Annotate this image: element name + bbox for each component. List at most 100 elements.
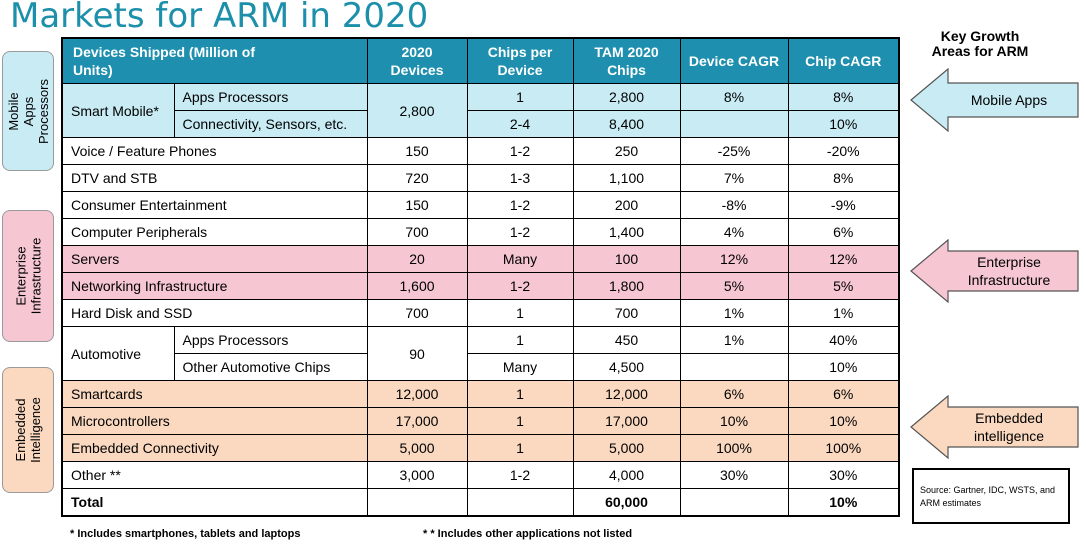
cell-device-cagr: 100% <box>679 434 789 462</box>
row-label: Computer Peripherals <box>61 218 368 246</box>
cell-devices: 2,800 <box>366 83 468 138</box>
table-row: Consumer Entertainment 150 1-2 200 -8% -… <box>61 191 900 219</box>
cell-chips <box>466 488 574 517</box>
cell-chip-cagr: 8% <box>787 83 900 111</box>
left-arrow-icon <box>910 239 1079 303</box>
cell-chip-cagr: 30% <box>787 461 900 489</box>
side-tab-embedded-label: Embedded Intelligence <box>13 397 44 463</box>
markets-table: Devices Shipped (Million of Units) 2020 … <box>61 37 901 517</box>
arrow-mobile-label: Mobile Apps <box>970 92 1048 108</box>
cell-device-cagr: 5% <box>679 272 789 300</box>
row-label: Consumer Entertainment <box>61 191 368 219</box>
header-chip-cagr: Chip CAGR <box>787 37 900 84</box>
cell-tam: 450 <box>572 326 681 354</box>
cell-chip-cagr: 40% <box>787 326 900 354</box>
header-chips-per-device: Chips per Device <box>466 37 574 84</box>
cell-chips: Many <box>466 245 574 273</box>
cell-devices: 150 <box>366 191 468 219</box>
cell-chips: 1 <box>466 434 574 462</box>
cell-chips: 1-2 <box>466 461 574 489</box>
table-row: Other ** 3,000 1-2 4,000 30% 30% <box>61 461 900 489</box>
cell-chips: 1-3 <box>466 164 574 192</box>
cell-device-cagr: 10% <box>679 407 789 435</box>
row-label: Embedded Connectivity <box>61 434 368 462</box>
cell-devices: 720 <box>366 164 468 192</box>
cell-device-cagr: 4% <box>679 218 789 246</box>
cell-device-cagr <box>679 488 789 517</box>
side-tab-mobile: Mobile Apps Processors <box>2 51 54 171</box>
arrow-enterprise: Enterprise Infrastructure <box>910 239 1080 303</box>
row-sublabel: Other Automotive Chips <box>173 353 368 381</box>
header-2020-devices: 2020 Devices <box>366 37 468 84</box>
cell-chips: Many <box>466 353 574 381</box>
cell-chips: 1-2 <box>466 191 574 219</box>
row-label-automotive: Automotive <box>61 326 175 381</box>
cell-chip-cagr: 12% <box>787 245 900 273</box>
footnote-other: * * Includes other applications not list… <box>423 528 633 540</box>
arrow-embedded: Embedded intelligence <box>910 395 1080 459</box>
header-tam: TAM 2020 Chips <box>572 37 681 84</box>
table-row: Embedded Connectivity 5,000 1 5,000 100%… <box>61 434 900 462</box>
cell-tam: 2,800 <box>572 83 681 111</box>
cell-chip-cagr: 6% <box>787 218 900 246</box>
row-label-smart-mobile: Smart Mobile* <box>61 83 175 138</box>
cell-devices: 5,000 <box>366 434 468 462</box>
cell-devices: 700 <box>366 218 468 246</box>
row-label: Voice / Feature Phones <box>61 137 368 165</box>
cell-chip-cagr: 10% <box>787 110 900 138</box>
cell-chips: 1-2 <box>466 272 574 300</box>
cell-chips: 2-4 <box>466 110 574 138</box>
cell-devices: 1,600 <box>366 272 468 300</box>
cell-tam: 250 <box>572 137 681 165</box>
cell-tam: 4,000 <box>572 461 681 489</box>
arrow-mobile-apps: Mobile Apps <box>910 68 1080 132</box>
cell-tam: 1,400 <box>572 218 681 246</box>
row-sublabel: Apps Processors <box>173 326 368 354</box>
row-sublabel: Connectivity, Sensors, etc. <box>173 110 368 138</box>
cell-chips: 1 <box>466 407 574 435</box>
cell-devices: 12,000 <box>366 380 468 408</box>
cell-tam: 5,000 <box>572 434 681 462</box>
cell-tam: 17,000 <box>572 407 681 435</box>
cell-devices: 700 <box>366 299 468 327</box>
row-label: Other ** <box>61 461 368 489</box>
cell-device-cagr <box>679 110 789 138</box>
cell-device-cagr: 6% <box>679 380 789 408</box>
cell-chip-cagr: 1% <box>787 299 900 327</box>
table-row: Smartcards 12,000 1 12,000 6% 6% <box>61 380 900 408</box>
cell-tam: 100 <box>572 245 681 273</box>
cell-devices: 150 <box>366 137 468 165</box>
cell-device-cagr: 7% <box>679 164 789 192</box>
cell-chips: 1 <box>466 380 574 408</box>
left-arrow-icon <box>910 68 1079 132</box>
cell-chip-cagr: -20% <box>787 137 900 165</box>
cell-devices: 3,000 <box>366 461 468 489</box>
table-row: Hard Disk and SSD 700 1 700 1% 1% <box>61 299 900 327</box>
cell-devices: 90 <box>366 326 468 381</box>
cell-tam: 200 <box>572 191 681 219</box>
cell-device-cagr: -25% <box>679 137 789 165</box>
row-label: Hard Disk and SSD <box>61 299 368 327</box>
table-row: Other Automotive Chips Many 4,500 10% <box>62 353 900 381</box>
cell-chips: 1 <box>466 83 574 111</box>
table-row: Microcontrollers 17,000 1 17,000 10% 10% <box>61 407 900 435</box>
cell-tam: 1,100 <box>572 164 681 192</box>
cell-chip-cagr: 5% <box>787 272 900 300</box>
table-row: Servers 20 Many 100 12% 12% <box>61 245 900 273</box>
header-device-cagr: Device CAGR <box>679 37 789 84</box>
cell-chips: 1-2 <box>466 137 574 165</box>
cell-tam: 700 <box>572 299 681 327</box>
cell-chip-cagr: 100% <box>787 434 900 462</box>
header-devices-shipped: Devices Shipped (Million of Units) <box>61 37 368 84</box>
table-row: Automotive Apps Processors 90 1 450 1% 4… <box>61 326 900 381</box>
row-label: Networking Infrastructure <box>61 272 368 300</box>
cell-chip-cagr: -9% <box>787 191 900 219</box>
source-box: Source: Gartner, IDC, WSTS, and ARM esti… <box>912 468 1070 524</box>
cell-device-cagr: 8% <box>679 83 789 111</box>
table-row-total: Total 60,000 10% <box>61 488 900 517</box>
cell-device-cagr: 30% <box>679 461 789 489</box>
cell-chips: 1-2 <box>466 218 574 246</box>
row-sublabel: Apps Processors <box>173 83 368 111</box>
row-label: Microcontrollers <box>61 407 368 435</box>
side-tab-embedded: Embedded Intelligence <box>2 367 54 493</box>
